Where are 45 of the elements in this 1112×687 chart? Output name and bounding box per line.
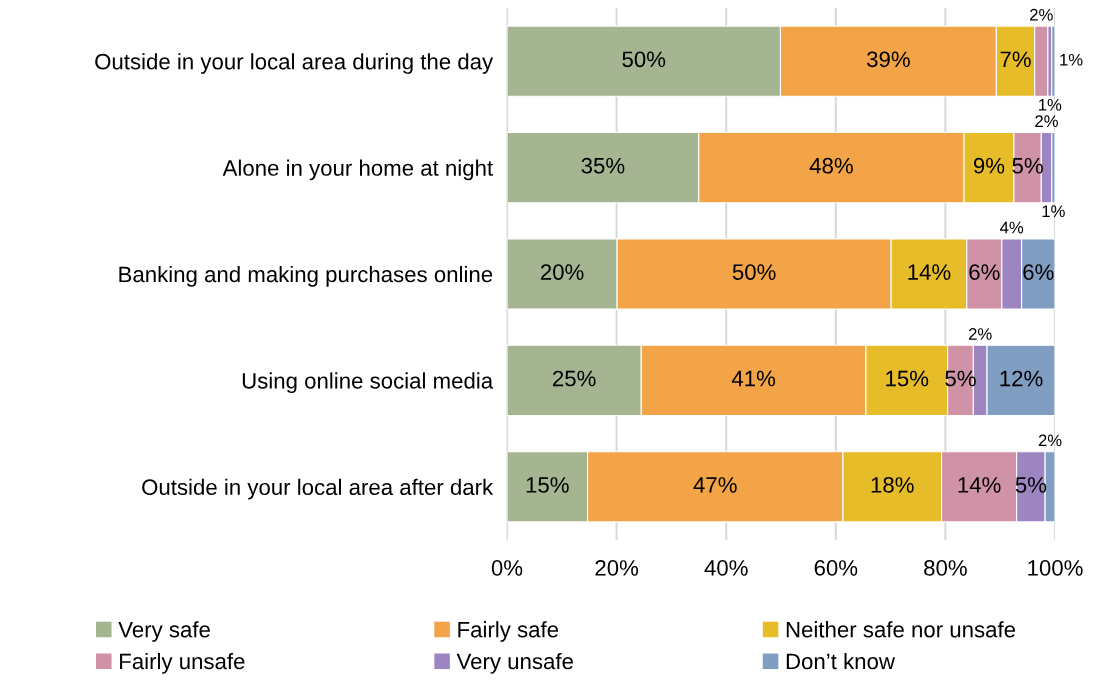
x-tick-label: 80% bbox=[924, 560, 967, 576]
legend-label: Fairly safe bbox=[458, 621, 559, 642]
data-label: 2% bbox=[968, 328, 992, 340]
data-label: 1% bbox=[1042, 205, 1065, 218]
data-label: 50% bbox=[622, 51, 666, 68]
y-tick-label: Using online social media bbox=[242, 372, 494, 394]
x-tick-label: 20% bbox=[595, 560, 639, 576]
data-label: 18% bbox=[871, 477, 914, 493]
y-tick-label: Alone in your home at night bbox=[222, 159, 493, 181]
data-label: 14% bbox=[958, 477, 1001, 493]
x-tick-label: 60% bbox=[814, 560, 858, 576]
data-label: 14% bbox=[908, 264, 951, 280]
y-tick-label: Outside in your local area during the day bbox=[95, 53, 494, 74]
data-label: 6% bbox=[1023, 264, 1054, 280]
data-label: 20% bbox=[540, 264, 584, 280]
legend-label: Neither safe nor unsafe bbox=[786, 621, 1016, 638]
y-tick-label: Banking and making purchases online bbox=[119, 265, 493, 287]
legend-label: Very safe bbox=[118, 621, 210, 642]
data-label: 1% bbox=[1039, 98, 1062, 111]
data-label: 47% bbox=[693, 477, 737, 493]
data-label: 39% bbox=[867, 51, 910, 68]
legend-label: Very unsafe bbox=[456, 652, 573, 674]
x-tick-label: 40% bbox=[704, 560, 748, 576]
data-label: 2% bbox=[1035, 115, 1058, 127]
data-label: 50% bbox=[732, 264, 776, 280]
data-label: 41% bbox=[731, 370, 776, 387]
legend-label: Don’t know bbox=[786, 652, 895, 670]
data-label: 48% bbox=[809, 157, 853, 174]
y-tick-label: Outside in your local area after dark bbox=[142, 478, 494, 500]
x-tick-label: 0% bbox=[491, 560, 523, 576]
data-label: 15% bbox=[886, 370, 929, 387]
data-label: 25% bbox=[553, 370, 596, 387]
data-label: 2% bbox=[1030, 8, 1053, 21]
data-label: 12% bbox=[1000, 370, 1043, 387]
data-label: 35% bbox=[581, 157, 625, 174]
x-tick-label: 100% bbox=[1028, 560, 1083, 576]
data-label: 2% bbox=[1038, 434, 1062, 447]
data-label: 1% bbox=[1060, 53, 1083, 66]
legend-label: Fairly unsafe bbox=[120, 652, 245, 674]
bar bbox=[1051, 25, 1055, 97]
data-label: 9% bbox=[973, 157, 1005, 174]
data-label: 15% bbox=[526, 477, 569, 493]
data-label: 7% bbox=[1000, 51, 1031, 68]
data-label: 4% bbox=[1000, 221, 1024, 234]
data-label: 6% bbox=[969, 264, 1000, 280]
